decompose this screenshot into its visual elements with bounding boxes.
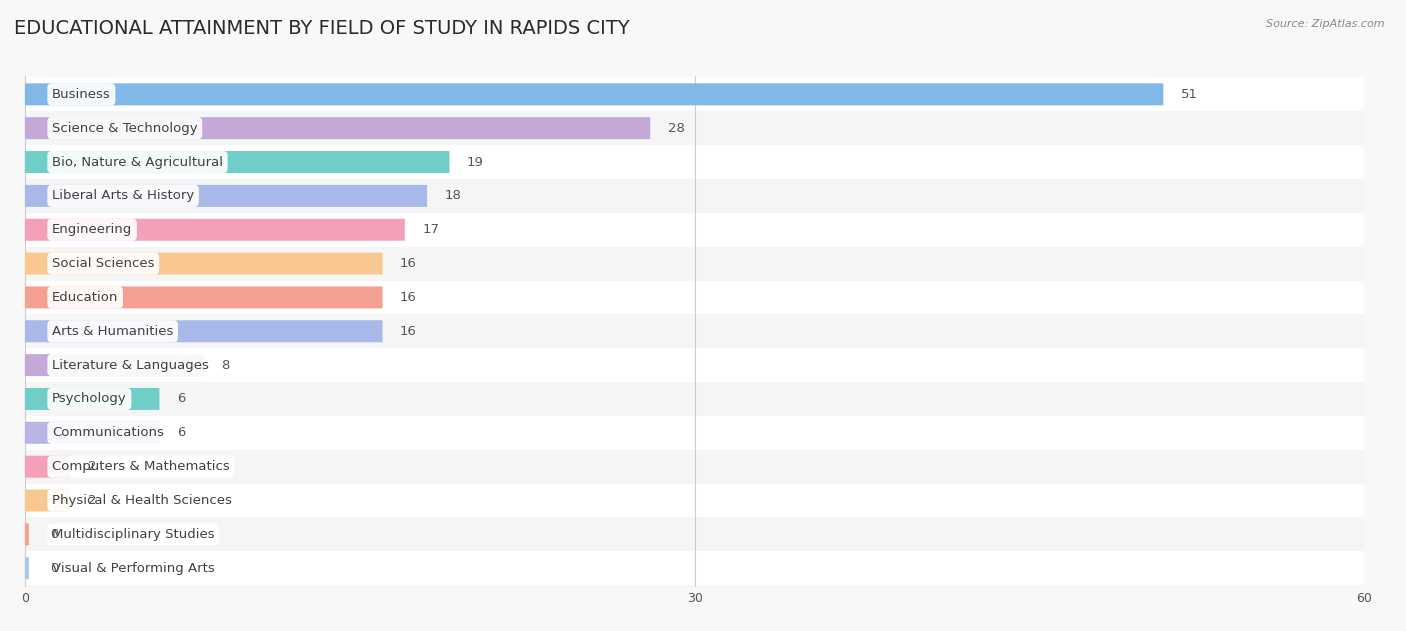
Bar (25, 314, 1364, 348)
Bar (25, 450, 1364, 483)
Text: 16: 16 (401, 291, 418, 304)
Text: 0: 0 (49, 562, 58, 575)
Text: Multidisciplinary Studies: Multidisciplinary Studies (52, 528, 215, 541)
Text: Social Sciences: Social Sciences (52, 257, 155, 270)
Bar (25, 517, 1364, 551)
Text: Computers & Mathematics: Computers & Mathematics (52, 460, 229, 473)
Text: Communications: Communications (52, 427, 165, 439)
FancyBboxPatch shape (25, 252, 382, 274)
Text: EDUCATIONAL ATTAINMENT BY FIELD OF STUDY IN RAPIDS CITY: EDUCATIONAL ATTAINMENT BY FIELD OF STUDY… (14, 19, 630, 38)
Bar (25, 416, 1364, 450)
Bar (25, 483, 1364, 517)
Bar (25, 213, 1364, 247)
FancyBboxPatch shape (25, 557, 30, 579)
Bar (25, 179, 1364, 213)
Bar (25, 281, 1364, 314)
Text: 6: 6 (177, 427, 186, 439)
FancyBboxPatch shape (25, 219, 405, 241)
Text: Visual & Performing Arts: Visual & Performing Arts (52, 562, 215, 575)
FancyBboxPatch shape (25, 388, 159, 410)
Text: Education: Education (52, 291, 118, 304)
Bar (25, 78, 1364, 111)
FancyBboxPatch shape (25, 83, 1163, 105)
Text: 28: 28 (668, 122, 685, 134)
Bar (25, 145, 1364, 179)
Text: Business: Business (52, 88, 111, 101)
FancyBboxPatch shape (25, 523, 30, 545)
Text: Liberal Arts & History: Liberal Arts & History (52, 189, 194, 203)
Text: 0: 0 (49, 528, 58, 541)
Bar (25, 111, 1364, 145)
FancyBboxPatch shape (25, 151, 450, 173)
Text: Engineering: Engineering (52, 223, 132, 236)
FancyBboxPatch shape (25, 185, 427, 207)
Text: 19: 19 (467, 155, 484, 168)
Text: Bio, Nature & Agricultural: Bio, Nature & Agricultural (52, 155, 224, 168)
Text: 51: 51 (1181, 88, 1198, 101)
Bar (25, 382, 1364, 416)
Text: Psychology: Psychology (52, 392, 127, 406)
Text: 16: 16 (401, 325, 418, 338)
Bar (25, 247, 1364, 281)
Text: Literature & Languages: Literature & Languages (52, 358, 209, 372)
Text: 17: 17 (422, 223, 439, 236)
FancyBboxPatch shape (25, 286, 382, 309)
Text: Arts & Humanities: Arts & Humanities (52, 325, 173, 338)
Text: Source: ZipAtlas.com: Source: ZipAtlas.com (1267, 19, 1385, 29)
Text: 16: 16 (401, 257, 418, 270)
Text: 8: 8 (222, 358, 231, 372)
Text: 2: 2 (87, 460, 96, 473)
Bar (25, 551, 1364, 585)
FancyBboxPatch shape (25, 117, 650, 139)
Text: 18: 18 (444, 189, 461, 203)
FancyBboxPatch shape (25, 490, 70, 512)
FancyBboxPatch shape (25, 354, 204, 376)
Text: Physical & Health Sciences: Physical & Health Sciences (52, 494, 232, 507)
FancyBboxPatch shape (25, 321, 382, 342)
Text: 6: 6 (177, 392, 186, 406)
FancyBboxPatch shape (25, 422, 159, 444)
Bar (25, 348, 1364, 382)
Text: Science & Technology: Science & Technology (52, 122, 198, 134)
FancyBboxPatch shape (25, 456, 70, 478)
Text: 2: 2 (87, 494, 96, 507)
